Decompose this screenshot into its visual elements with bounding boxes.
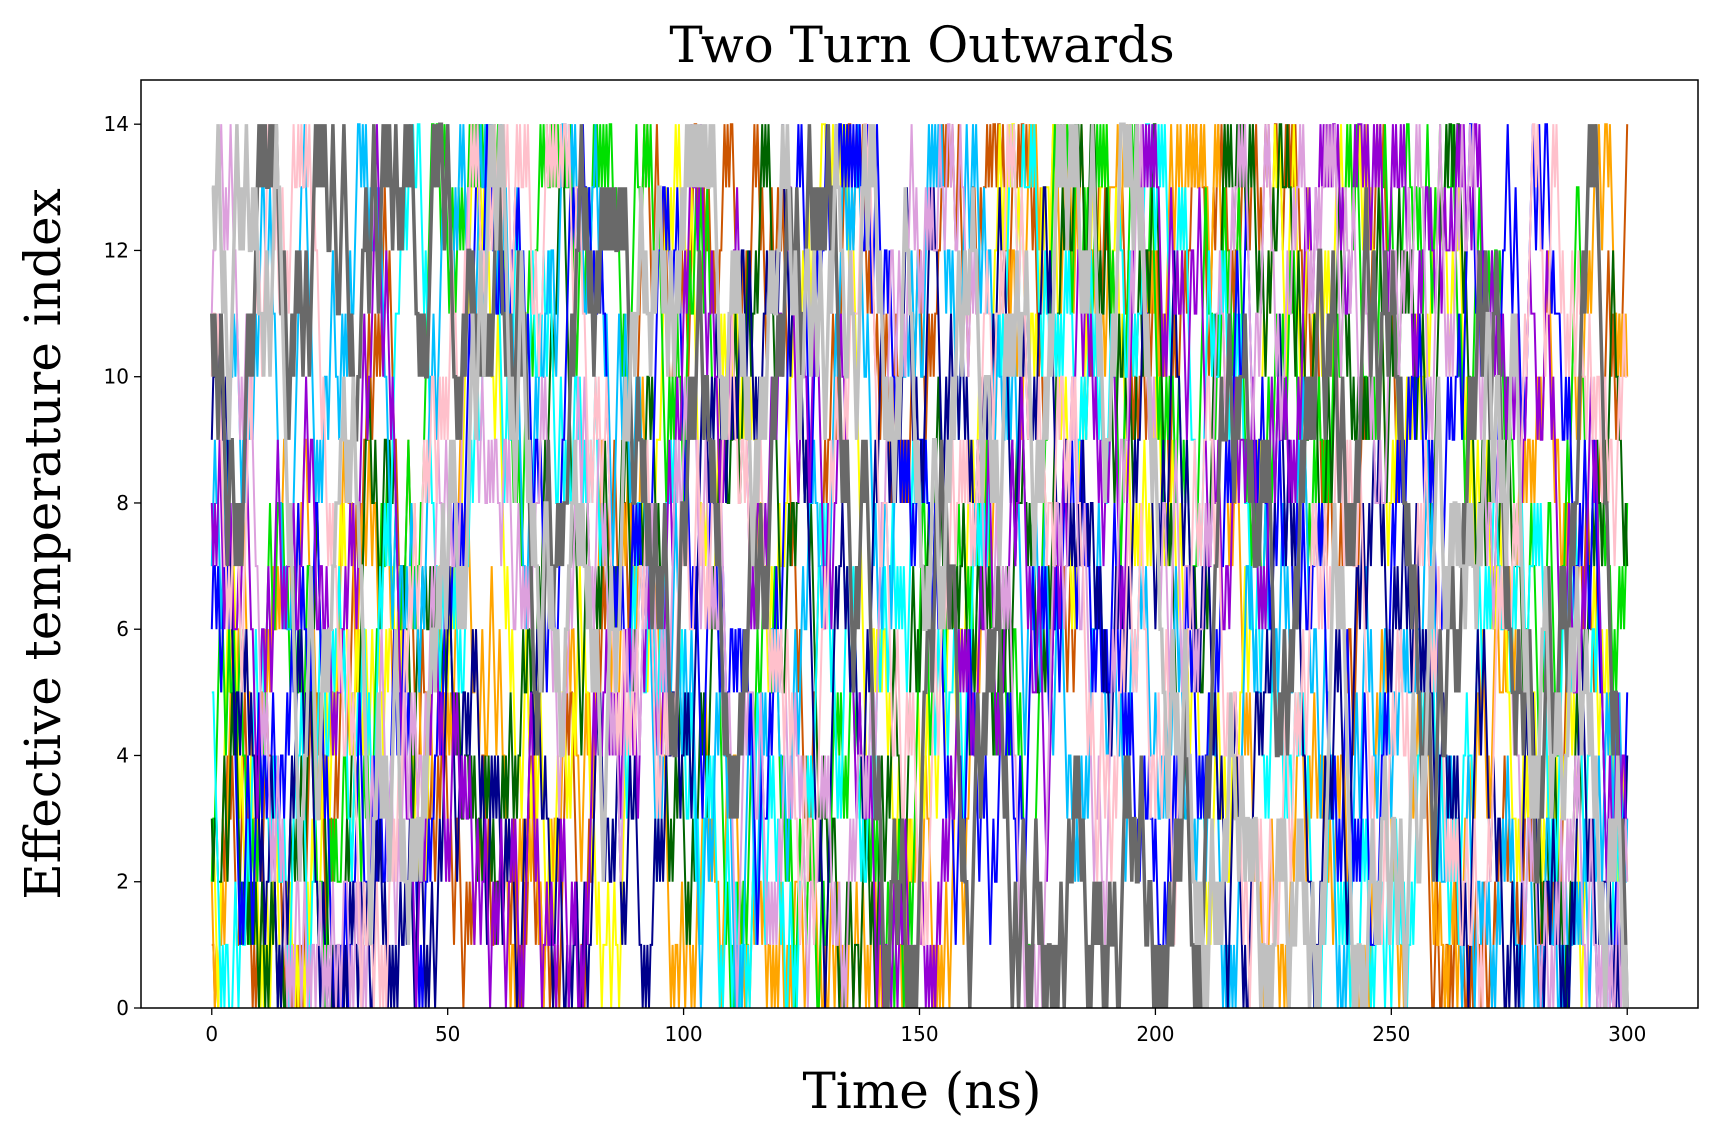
y-tick-label: 8 bbox=[116, 491, 129, 515]
y-tick-label: 6 bbox=[116, 617, 129, 641]
series-traces bbox=[210, 122, 1629, 1008]
x-tick-label: 100 bbox=[664, 1022, 702, 1046]
x-tick-label: 200 bbox=[1136, 1022, 1174, 1046]
y-tick-label: 2 bbox=[116, 870, 129, 894]
y-axis-label: Effective temperature index bbox=[14, 188, 72, 900]
chart-title: Two Turn Outwards bbox=[669, 16, 1174, 74]
series-line bbox=[210, 122, 1629, 1008]
x-axis: 0 50 100 150 200 250 300 bbox=[205, 1008, 1646, 1046]
y-tick-label: 12 bbox=[104, 238, 129, 262]
y-tick-label: 0 bbox=[116, 996, 129, 1020]
x-tick-label: 0 bbox=[205, 1022, 218, 1046]
x-tick-label: 250 bbox=[1372, 1022, 1410, 1046]
y-tick-label: 14 bbox=[104, 112, 129, 136]
x-tick-label: 300 bbox=[1608, 1022, 1646, 1046]
x-tick-label: 50 bbox=[435, 1022, 460, 1046]
x-axis-label: Time (ns) bbox=[802, 1062, 1041, 1120]
series-line bbox=[210, 123, 1629, 1008]
y-tick-label: 10 bbox=[104, 365, 129, 389]
y-axis: 0 2 4 6 8 10 12 14 bbox=[104, 112, 141, 1020]
series-line bbox=[211, 122, 1629, 1008]
y-tick-label: 4 bbox=[116, 743, 129, 767]
x-tick-label: 150 bbox=[900, 1022, 938, 1046]
